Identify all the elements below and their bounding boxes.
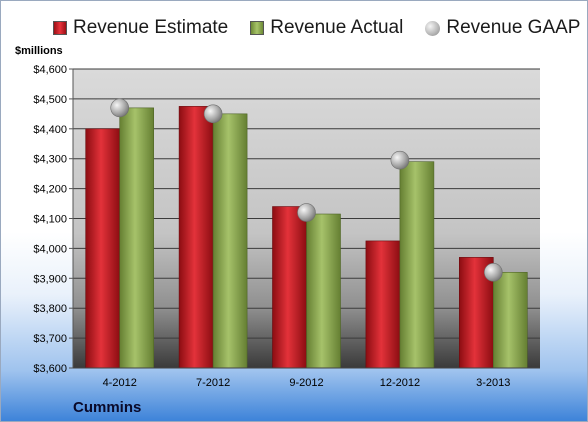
bar-revenue-actual [492, 272, 528, 369]
point-revenue-gaap [483, 263, 503, 282]
x-tick-label: 4-2012 [103, 377, 137, 389]
y-axis-unit-label: $millions [15, 45, 63, 57]
y-tick-label: $4,100 [33, 214, 67, 226]
bar-revenue-actual [212, 113, 248, 369]
y-tick-label: $4,200 [33, 184, 67, 196]
legend-swatch-gaap [425, 20, 441, 36]
x-tick-label: 9-2012 [289, 377, 323, 389]
bar-revenue-actual [119, 107, 154, 369]
legend-swatch-estimate [53, 21, 67, 35]
bar-revenue-actual [306, 213, 341, 369]
legend-label-actual: Revenue Actual [270, 17, 404, 38]
company-name: Cummins [73, 399, 142, 416]
y-tick-label: $4,300 [33, 154, 67, 166]
x-tick-label: 7-2012 [196, 377, 230, 389]
legend-swatch-actual [250, 21, 265, 35]
y-tick-label: $3,900 [33, 273, 67, 285]
bar-revenue-estimate [365, 240, 401, 369]
y-tick-label: $4,600 [33, 64, 67, 76]
y-tick-label: $3,600 [33, 363, 67, 375]
legend-label-gaap: Revenue GAAP [446, 17, 581, 38]
y-tick-label: $4,000 [33, 243, 67, 255]
bar-revenue-estimate [178, 106, 214, 369]
y-tick-label: $4,500 [33, 94, 67, 106]
bar-revenue-actual [399, 161, 435, 369]
legend: Revenue Estimate Revenue Actual Revenue … [53, 15, 587, 41]
y-tick-label: $3,700 [33, 333, 67, 345]
point-revenue-gaap [297, 203, 316, 222]
y-tick-label: $3,800 [33, 303, 67, 315]
legend-item-gaap: Revenue GAAP [425, 17, 580, 39]
legend-label-estimate: Revenue Estimate [73, 17, 229, 38]
point-revenue-gaap [390, 150, 410, 170]
x-tick-label: 12-2012 [380, 377, 420, 389]
point-revenue-gaap [203, 104, 223, 124]
bar-revenue-estimate [85, 128, 120, 369]
x-tick-label: 3-2013 [476, 377, 510, 389]
legend-item-actual: Revenue Actual [250, 17, 403, 39]
y-tick-label: $4,400 [33, 124, 67, 136]
bar-revenue-estimate [272, 206, 307, 369]
point-revenue-gaap [110, 98, 129, 118]
legend-item-estimate: Revenue Estimate [53, 17, 228, 39]
